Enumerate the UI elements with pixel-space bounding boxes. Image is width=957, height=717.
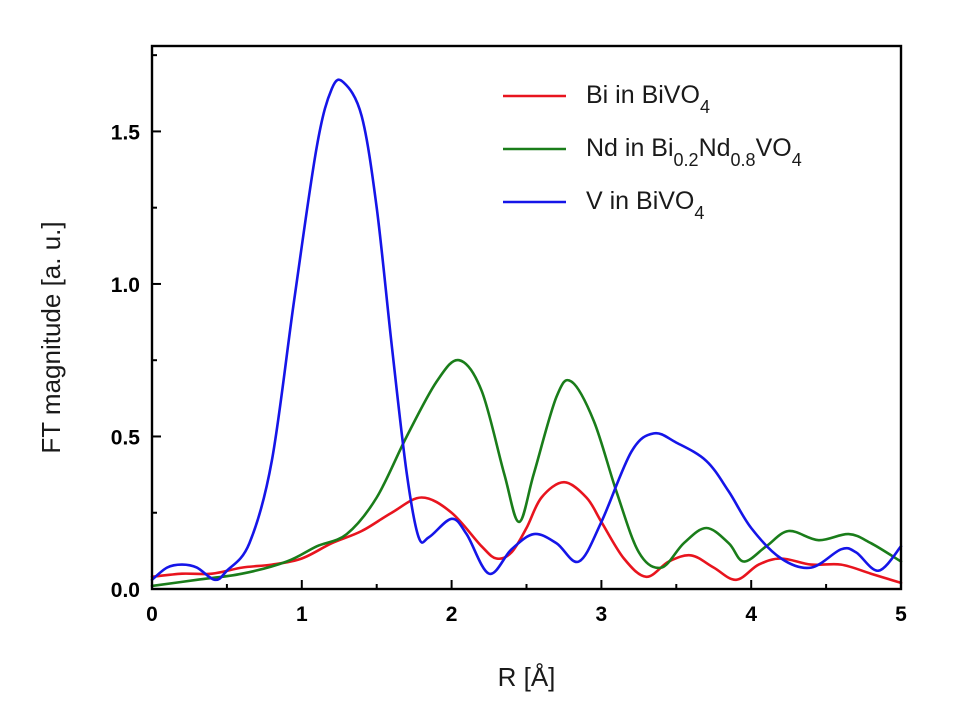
- y-tick-label: 1.0: [111, 274, 140, 297]
- series-line-2: [150, 78, 903, 582]
- series-layer: [150, 78, 903, 588]
- x-axis-title: R [Å]: [498, 662, 556, 692]
- x-tick-label: 2: [446, 603, 458, 626]
- x-tick-label: 0: [146, 603, 158, 626]
- y-axis-ticks: 0.0 0.5 1.0 1.5: [111, 54, 161, 602]
- y-tick-label: 0.0: [111, 579, 140, 602]
- y-tick-label: 1.5: [111, 121, 141, 144]
- x-tick-label: 5: [895, 603, 907, 626]
- legend-label-2: V in BiVO4: [586, 187, 704, 223]
- series-line-1: [150, 358, 903, 588]
- legend: Bi in BiVO4 Nd in Bi0.2Nd0.8VO4 V in BiVO4: [503, 81, 802, 223]
- y-axis-title: FT magnitude [a. u.]: [36, 221, 66, 453]
- x-tick-label: 1: [296, 603, 308, 626]
- y-tick-label: 0.5: [111, 426, 141, 449]
- series-line-0: [150, 480, 903, 585]
- legend-label-0: Bi in BiVO4: [586, 81, 710, 117]
- legend-label-1: Nd in Bi0.2Nd0.8VO4: [586, 134, 802, 170]
- x-tick-label: 3: [596, 603, 608, 626]
- x-tick-label: 4: [745, 603, 757, 626]
- x-axis-ticks: 0 1 2 3 4 5: [146, 580, 907, 626]
